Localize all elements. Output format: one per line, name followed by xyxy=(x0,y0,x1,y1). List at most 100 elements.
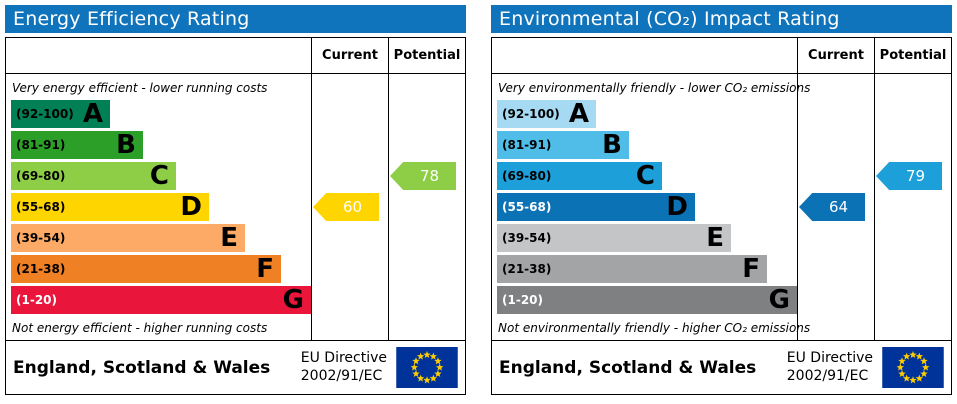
band-row: (21-38) F xyxy=(11,255,311,283)
energy-efficiency-chart: Energy Efficiency Rating Current Potenti… xyxy=(5,5,466,399)
potential-rating-value: 79 xyxy=(905,167,926,185)
band-row: (92-100) A xyxy=(497,100,797,128)
top-caption: Very environmentally friendly - lower CO… xyxy=(498,81,811,95)
current-column-divider xyxy=(311,74,312,340)
band-row: (81-91) B xyxy=(11,131,311,159)
band-range: (55-68) xyxy=(502,200,552,214)
current-column-divider xyxy=(797,74,798,340)
band-letter: E xyxy=(220,223,238,253)
band-range: (39-54) xyxy=(16,231,66,245)
band-e: (39-54) E xyxy=(497,224,731,252)
chart-title: Environmental (CO₂) Impact Rating xyxy=(499,8,840,30)
band-letter: D xyxy=(180,192,202,222)
band-letter: B xyxy=(602,130,622,160)
band-letter: C xyxy=(149,161,169,191)
environmental-title-bar: Environmental (CO₂) Impact Rating xyxy=(491,5,952,33)
band-letter: D xyxy=(666,192,688,222)
current-rating-arrow: 64 xyxy=(799,193,865,221)
band-g: (1-20) G xyxy=(497,286,797,314)
band-range: (92-100) xyxy=(502,107,560,121)
band-letter: G xyxy=(282,285,304,315)
band-letter: E xyxy=(706,223,724,253)
band-f: (21-38) F xyxy=(11,255,281,283)
band-row: (1-20) G xyxy=(11,286,311,314)
potential-column-divider xyxy=(874,74,875,340)
band-row: (55-68) D xyxy=(497,193,797,221)
eu-directive-label: EU Directive 2002/91/EC xyxy=(301,350,387,385)
eu-directive-line2: 2002/91/EC xyxy=(300,367,383,384)
band-a: (92-100) A xyxy=(497,100,596,128)
current-rating-value: 60 xyxy=(342,198,363,216)
band-row: (1-20) G xyxy=(497,286,797,314)
chart-body: Very environmentally friendly - lower CO… xyxy=(492,74,951,340)
rating-bands: (92-100) A (81-91) B (69-80) C (55-68) D (39… xyxy=(497,100,797,314)
header-spacer xyxy=(492,38,797,73)
band-row: (39-54) E xyxy=(11,224,311,252)
potential-rating-arrow: 78 xyxy=(390,162,456,190)
potential-column-header: Potential xyxy=(388,38,465,73)
band-letter: B xyxy=(116,130,136,160)
band-f: (21-38) F xyxy=(497,255,767,283)
eu-directive-label: EU Directive 2002/91/EC xyxy=(787,350,873,385)
band-row: (69-80) C xyxy=(497,162,797,190)
current-rating-arrow: 60 xyxy=(313,193,379,221)
band-row: (81-91) B xyxy=(497,131,797,159)
eu-directive-line2: 2002/91/EC xyxy=(786,367,869,384)
band-letter: G xyxy=(768,285,790,315)
band-row: (21-38) F xyxy=(497,255,797,283)
band-range: (21-38) xyxy=(502,262,552,276)
top-caption: Very energy efficient - lower running co… xyxy=(12,81,268,95)
band-range: (21-38) xyxy=(16,262,66,276)
environmental-impact-chart: Environmental (CO₂) Impact Rating Curren… xyxy=(491,5,952,399)
eu-flag-icon xyxy=(882,347,944,388)
chart-footer: England, Scotland & Wales EU Directive 2… xyxy=(6,340,465,394)
column-headers: Current Potential xyxy=(492,38,951,74)
band-letter: A xyxy=(568,99,589,129)
band-range: (39-54) xyxy=(502,231,552,245)
chart-footer: England, Scotland & Wales EU Directive 2… xyxy=(492,340,951,394)
band-letter: C xyxy=(635,161,655,191)
band-range: (1-20) xyxy=(502,293,543,307)
potential-rating-arrow: 79 xyxy=(876,162,942,190)
region-label: England, Scotland & Wales xyxy=(499,357,757,378)
band-range: (69-80) xyxy=(502,169,552,183)
band-letter: A xyxy=(82,99,103,129)
current-column-header: Current xyxy=(311,38,388,73)
band-row: (39-54) E xyxy=(497,224,797,252)
current-column-header: Current xyxy=(797,38,874,73)
band-letter: F xyxy=(742,254,760,284)
energy-title-bar: Energy Efficiency Rating xyxy=(5,5,466,33)
band-g: (1-20) G xyxy=(11,286,311,314)
column-headers: Current Potential xyxy=(6,38,465,74)
eu-directive-line1: EU Directive xyxy=(786,350,873,366)
current-rating-value: 64 xyxy=(828,198,849,216)
band-d: (55-68) D xyxy=(497,193,695,221)
band-row: (55-68) D xyxy=(11,193,311,221)
bottom-caption: Not environmentally friendly - higher CO… xyxy=(498,321,811,335)
region-label: England, Scotland & Wales xyxy=(13,357,271,378)
band-c: (69-80) C xyxy=(497,162,662,190)
chart-body: Very energy efficient - lower running co… xyxy=(6,74,465,340)
band-range: (81-91) xyxy=(16,138,66,152)
band-range: (55-68) xyxy=(16,200,66,214)
band-c: (69-80) C xyxy=(11,162,176,190)
header-spacer xyxy=(6,38,311,73)
band-d: (55-68) D xyxy=(11,193,209,221)
band-range: (69-80) xyxy=(16,169,66,183)
band-row: (92-100) A xyxy=(11,100,311,128)
band-e: (39-54) E xyxy=(11,224,245,252)
band-b: (81-91) B xyxy=(11,131,143,159)
chart-box: Current Potential Very energy efficient … xyxy=(5,37,466,395)
band-letter: F xyxy=(256,254,274,284)
rating-bands: (92-100) A (81-91) B (69-80) C (55-68) D (39… xyxy=(11,100,311,314)
eu-flag-icon xyxy=(396,347,458,388)
band-row: (69-80) C xyxy=(11,162,311,190)
potential-column-divider xyxy=(388,74,389,340)
eu-directive-line1: EU Directive xyxy=(300,350,387,366)
chart-box: Current Potential Very environmentally f… xyxy=(491,37,952,395)
band-a: (92-100) A xyxy=(11,100,110,128)
chart-title: Energy Efficiency Rating xyxy=(13,8,250,30)
potential-column-header: Potential xyxy=(874,38,951,73)
band-range: (81-91) xyxy=(502,138,552,152)
